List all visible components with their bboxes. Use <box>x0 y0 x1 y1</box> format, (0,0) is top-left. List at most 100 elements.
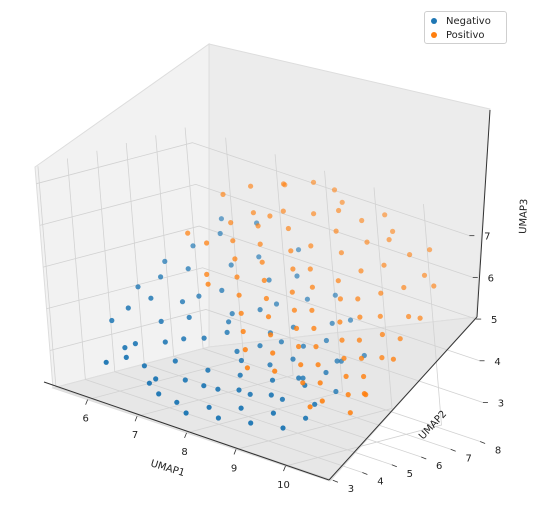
point-positivo <box>382 212 388 218</box>
point-negativo <box>329 320 335 326</box>
point-positivo <box>361 391 367 397</box>
point-positivo <box>228 220 234 226</box>
point-negativo <box>183 410 189 416</box>
grid-line-z <box>46 267 480 362</box>
point-positivo <box>234 274 240 280</box>
point-negativo <box>172 358 178 364</box>
y-tick <box>450 448 456 452</box>
point-positivo <box>268 332 274 338</box>
point-negativo <box>256 254 262 260</box>
z-tick-label: 7 <box>484 232 490 243</box>
point-negativo <box>323 369 329 376</box>
x-axis-label: UMAP1 <box>149 458 186 479</box>
point-positivo <box>421 272 428 278</box>
point-positivo <box>315 362 321 368</box>
point-negativo <box>270 410 276 416</box>
y-tick-label: 8 <box>495 446 501 457</box>
point-negativo <box>300 375 306 381</box>
point-negativo <box>186 314 192 320</box>
point-negativo <box>103 359 109 365</box>
point-negativo <box>267 362 273 368</box>
point-negativo <box>122 345 128 351</box>
y-tick <box>362 472 368 475</box>
x-tick-label: 7 <box>132 430 138 441</box>
point-positivo <box>397 336 403 342</box>
point-positivo <box>307 404 313 410</box>
gridlines <box>36 127 484 481</box>
point-positivo <box>311 325 317 331</box>
point-positivo <box>285 225 291 232</box>
x-tick-label: 6 <box>82 414 88 425</box>
point-negativo <box>148 295 154 301</box>
point-positivo <box>300 380 306 386</box>
point-positivo <box>293 325 300 331</box>
point-positivo <box>259 259 265 265</box>
point-positivo <box>406 313 412 320</box>
point-positivo <box>290 266 296 272</box>
point-negativo <box>218 216 224 222</box>
point-negativo <box>125 305 131 311</box>
point-negativo <box>273 301 280 307</box>
point-positivo <box>250 210 256 216</box>
point-positivo <box>345 392 351 398</box>
point-negativo <box>332 292 338 298</box>
point-positivo <box>185 230 191 236</box>
point-negativo <box>269 377 276 383</box>
point-negativo <box>226 319 232 325</box>
point-positivo <box>313 344 319 350</box>
point-positivo <box>343 373 349 379</box>
z-axis-line <box>476 109 491 318</box>
point-negativo <box>268 392 274 398</box>
point-negativo <box>215 386 221 392</box>
point-positivo <box>361 373 367 380</box>
point-positivo <box>358 355 365 361</box>
point-negativo <box>280 425 286 431</box>
point-negativo <box>257 343 263 349</box>
point-positivo <box>347 410 353 416</box>
point-negativo <box>219 287 225 293</box>
legend-label-positivo: Positivo <box>446 29 485 41</box>
legend-item-negativo: Negativo <box>431 14 500 28</box>
point-negativo <box>312 401 318 407</box>
point-negativo <box>300 343 306 349</box>
point-negativo <box>162 339 168 345</box>
point-positivo <box>356 337 362 343</box>
point-positivo <box>309 307 315 313</box>
point-positivo <box>311 211 317 217</box>
y-tick <box>479 441 486 444</box>
axis-ticks: 6 7 8 9 10 3 4 5 6 7 8 3 4 5 6 7 <box>82 232 504 496</box>
scatter-points <box>103 179 437 431</box>
legend-label-negativo: Negativo <box>446 15 491 27</box>
point-negativo <box>304 296 310 302</box>
point-negativo <box>132 341 138 347</box>
y-axis-line <box>328 316 478 481</box>
pane-floor <box>51 316 478 482</box>
point-positivo <box>255 223 261 229</box>
point-positivo <box>291 307 297 313</box>
point-positivo <box>280 208 286 214</box>
point-negativo <box>179 299 186 305</box>
point-negativo <box>229 311 235 317</box>
point-positivo <box>337 296 343 302</box>
y-tick <box>391 464 397 468</box>
legend-item-positivo: Positivo <box>431 28 500 42</box>
point-negativo <box>323 337 329 344</box>
point-positivo <box>270 350 276 356</box>
point-positivo <box>338 250 344 256</box>
y-tick-label: 3 <box>348 484 354 495</box>
point-positivo <box>357 314 363 320</box>
point-negativo <box>158 318 164 324</box>
z-axis-label: UMAP3 <box>518 199 530 235</box>
point-positivo <box>427 247 433 253</box>
point-positivo <box>263 295 269 302</box>
z-tick-label: 6 <box>488 273 494 284</box>
y-tick-label: 5 <box>407 469 413 480</box>
point-negativo <box>334 358 340 364</box>
point-positivo <box>336 207 342 214</box>
y-tick-label: 6 <box>436 461 442 472</box>
point-negativo <box>238 405 244 411</box>
point-positivo <box>407 252 413 258</box>
point-negativo <box>236 387 242 393</box>
point-positivo <box>377 313 383 319</box>
